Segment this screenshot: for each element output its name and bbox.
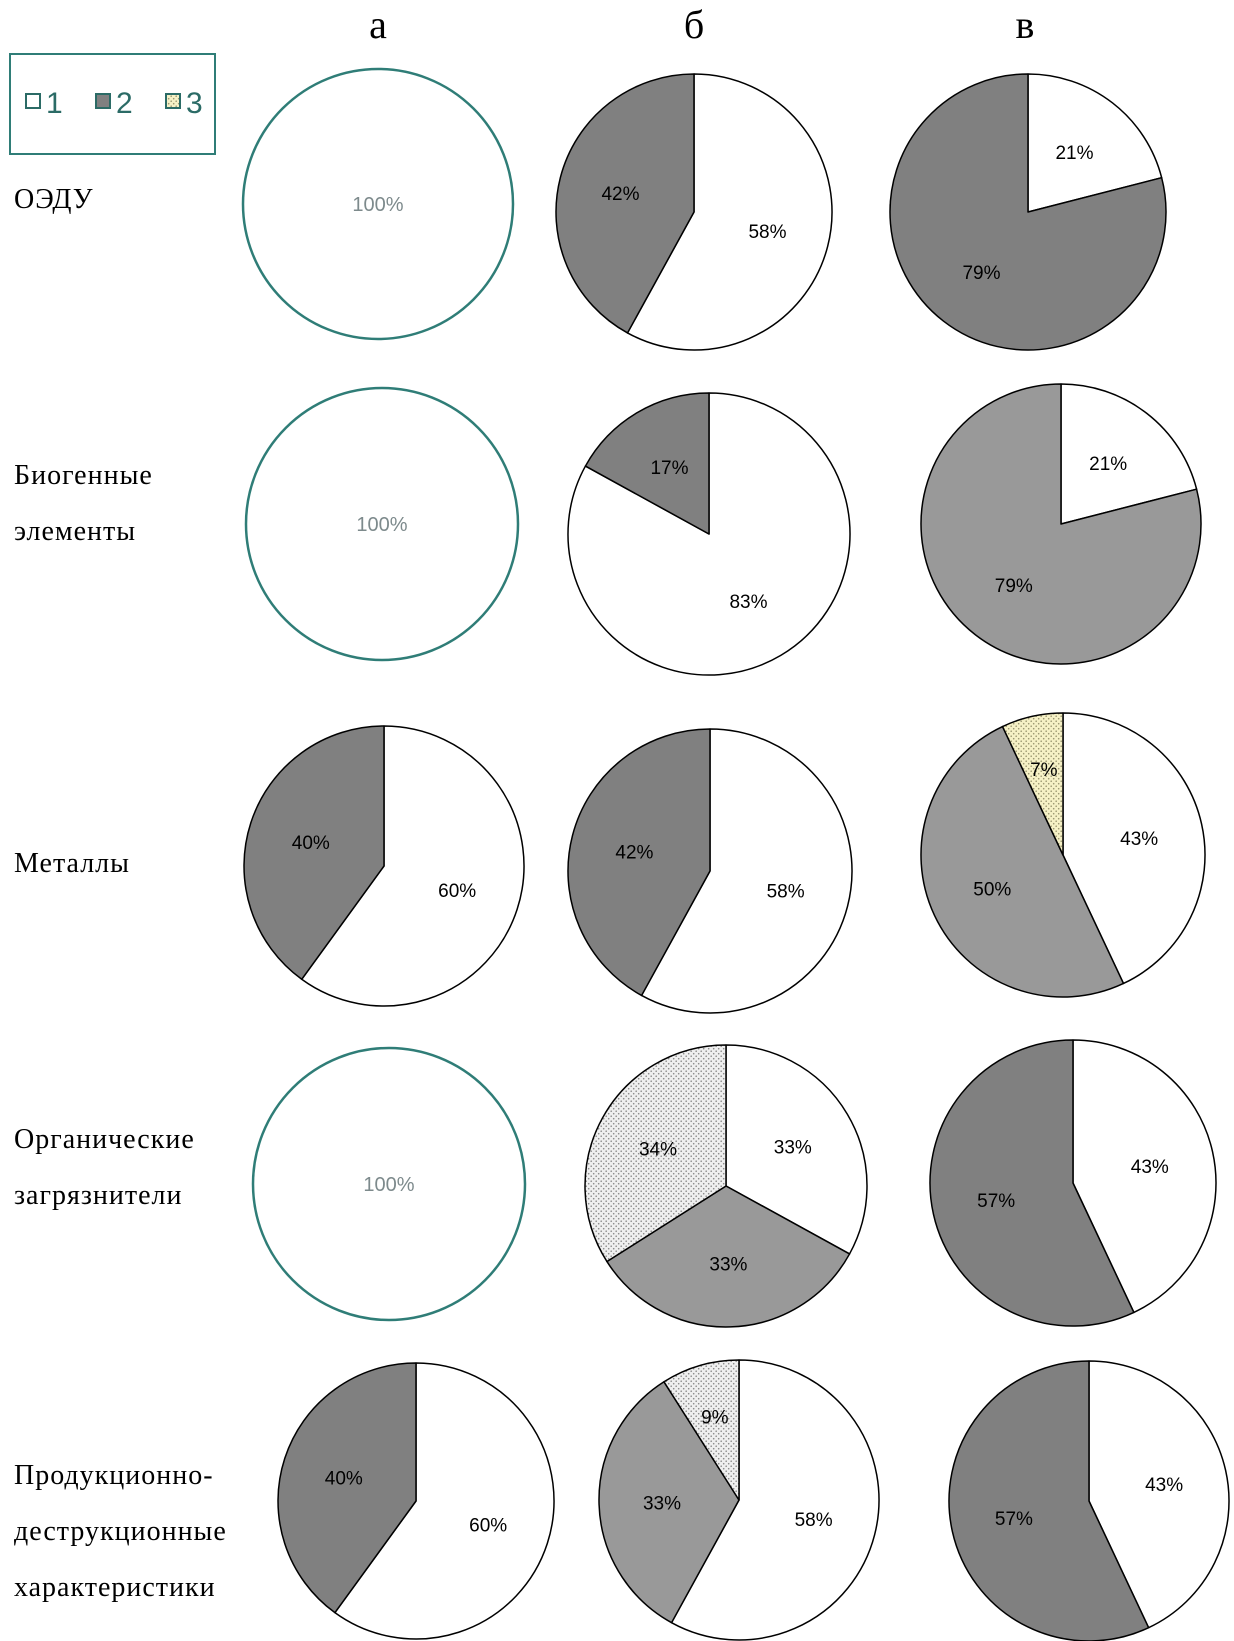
- slice-label: 79%: [962, 263, 1000, 284]
- pie-chart: 21% 79%: [920, 383, 1202, 665]
- slice-label: 17%: [650, 458, 688, 479]
- slice-label: 58%: [767, 881, 805, 902]
- slice-label: 33%: [643, 1493, 681, 1514]
- legend-label-3: 3: [186, 87, 203, 120]
- slice-label: 60%: [438, 881, 476, 902]
- pie-slice: [1088, 1360, 1230, 1629]
- pie-charts: 100% 58% 42% 21% 79% 100% 83% 17% 21% 79% 60% 40% 58…: [241, 67, 1230, 1641]
- pie-chart: 60% 40%: [277, 1362, 555, 1640]
- slice-label: 43%: [1131, 1157, 1169, 1178]
- slice-label: 57%: [977, 1191, 1015, 1212]
- legend-swatch-1: [25, 93, 41, 109]
- pie-slice: [244, 386, 520, 662]
- slice-label: 100%: [363, 1174, 414, 1196]
- legend-swatch-3: [165, 93, 181, 109]
- slice-label: 21%: [1089, 454, 1127, 475]
- slice-label: 100%: [352, 194, 403, 216]
- slice-label: 42%: [615, 843, 653, 864]
- slice-label: 57%: [995, 1509, 1033, 1530]
- pie-slice: [277, 1362, 417, 1614]
- pie-slice: [334, 1362, 555, 1640]
- pie-chart: 43% 57%: [929, 1039, 1217, 1327]
- slice-label: 21%: [1055, 143, 1093, 164]
- slice-label: 33%: [774, 1138, 812, 1159]
- pie-slice: [584, 392, 710, 535]
- row-label-organic-line2: загрязнители: [14, 1180, 183, 1211]
- pie-slice: [241, 67, 515, 341]
- row-label-production-line1: Продукционно-: [14, 1460, 214, 1491]
- pie-slice: [670, 1359, 880, 1641]
- pie-slice: [300, 725, 525, 1007]
- legend-swatch-2: [95, 93, 111, 109]
- pie-chart: 83% 17%: [567, 392, 851, 676]
- row-label-oedu: ОЭДУ: [14, 184, 94, 215]
- pie-chart: 100%: [244, 386, 520, 662]
- legend-label-2: 2: [116, 87, 133, 120]
- pie-slice: [920, 725, 1125, 998]
- slice-label: 9%: [701, 1408, 729, 1429]
- slice-label: 60%: [469, 1516, 507, 1537]
- row-label-metals: Металлы: [14, 848, 130, 879]
- pie-slice: [1027, 73, 1163, 213]
- pie-slice: [889, 73, 1167, 351]
- pie-chart: 21% 79%: [889, 73, 1167, 351]
- pie-slice: [584, 1044, 727, 1263]
- pie-slice: [640, 728, 853, 1014]
- slice-label: 79%: [995, 576, 1033, 597]
- pie-chart: 100%: [251, 1046, 527, 1322]
- pie-slice: [555, 73, 695, 334]
- pie-slice: [1060, 383, 1198, 525]
- pie-chart: 43% 57%: [948, 1360, 1230, 1641]
- slice-label: 33%: [709, 1255, 747, 1276]
- slice-label: 58%: [795, 1510, 833, 1531]
- row-label-biogenic-line2: элементы: [14, 516, 136, 547]
- pie-slice: [1001, 712, 1064, 856]
- pie-chart: 58% 42%: [555, 73, 833, 351]
- legend: 1 2 3: [9, 53, 216, 155]
- pie-slice: [598, 1381, 740, 1624]
- pie-slice: [251, 1046, 527, 1322]
- pie-chart: 60% 40%: [243, 725, 525, 1007]
- pie-slice: [243, 725, 385, 981]
- pie-slice: [567, 728, 711, 997]
- pie-chart: 100%: [241, 67, 515, 341]
- pie-slice: [606, 1185, 851, 1328]
- pie-slice: [626, 73, 833, 351]
- pie-slice: [725, 1044, 868, 1255]
- pie-slice: [920, 383, 1202, 665]
- pie-slice: [663, 1359, 740, 1501]
- slice-label: 58%: [748, 222, 786, 243]
- row-label-production-line2: деструкционные: [14, 1516, 227, 1547]
- pie-slice: [1062, 712, 1206, 985]
- pie-chart: 43% 50% 7%: [920, 712, 1206, 998]
- slice-label: 40%: [325, 1469, 363, 1490]
- slice-label: 50%: [973, 879, 1011, 900]
- slice-label: 34%: [639, 1140, 677, 1161]
- slice-label: 83%: [729, 592, 767, 613]
- row-label-production-line3: характеристики: [14, 1572, 216, 1603]
- slice-label: 43%: [1145, 1475, 1183, 1496]
- slice-label: 100%: [356, 514, 407, 536]
- pie-slice: [929, 1039, 1135, 1327]
- column-header-a: а: [369, 2, 387, 47]
- column-header-v: в: [1016, 2, 1035, 47]
- slice-label: 40%: [292, 833, 330, 854]
- pie-slice: [1072, 1039, 1217, 1314]
- pie-chart: 58% 42%: [567, 728, 853, 1014]
- row-label-biogenic-line1: Биогенные: [14, 460, 153, 491]
- slice-label: 42%: [601, 184, 639, 205]
- column-header-b: б: [684, 2, 704, 47]
- slice-label: 43%: [1120, 829, 1158, 850]
- slice-label: 7%: [1030, 760, 1058, 781]
- row-label-organic-line1: Органические: [14, 1124, 195, 1155]
- legend-label-1: 1: [46, 87, 63, 120]
- pie-chart: 58% 33% 9%: [598, 1359, 880, 1641]
- pie-chart: 33% 33% 34%: [584, 1044, 868, 1328]
